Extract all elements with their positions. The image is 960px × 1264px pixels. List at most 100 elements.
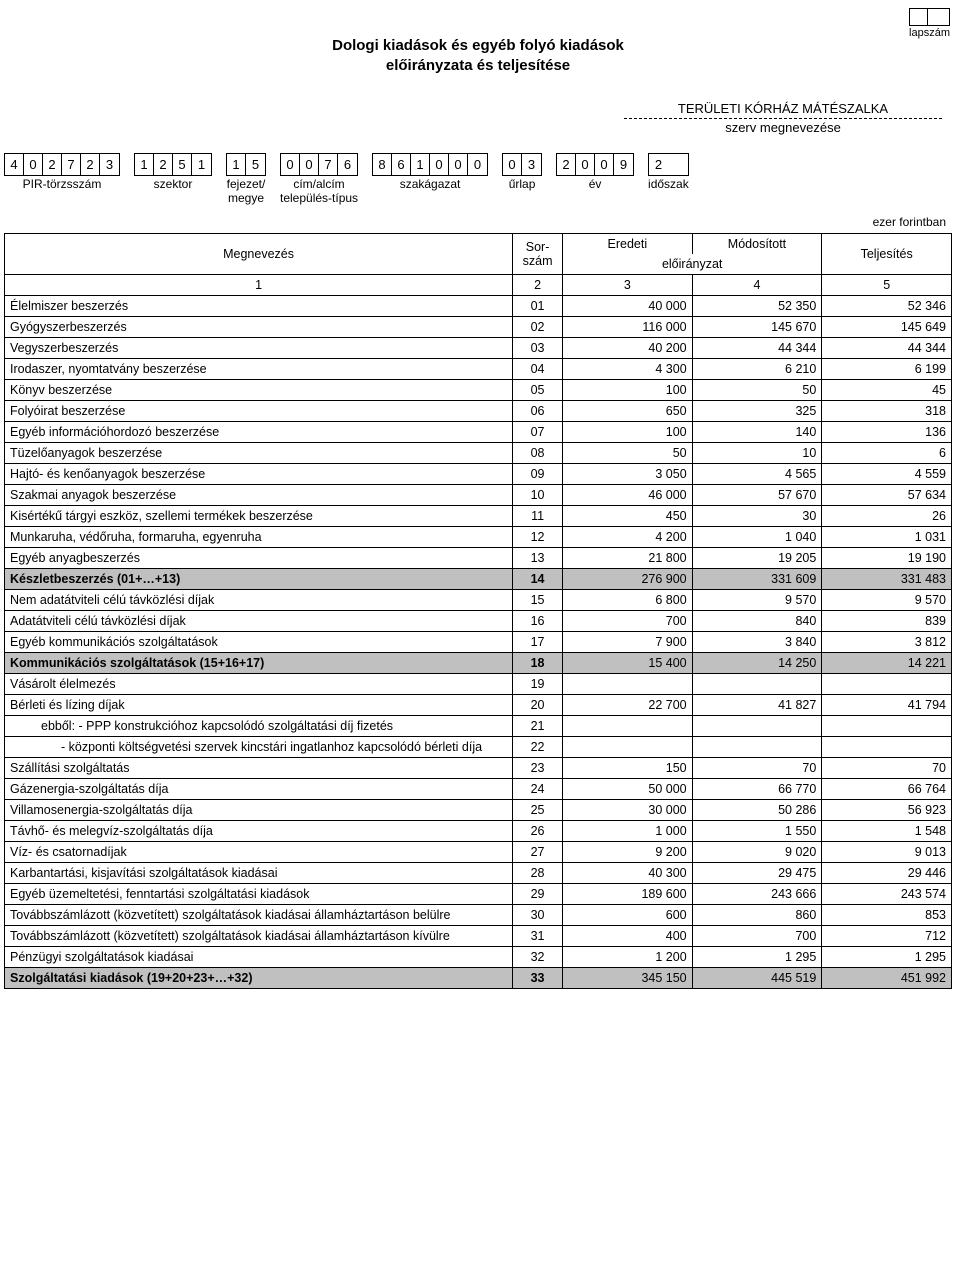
code-label: szakágazat [372, 177, 488, 191]
header-name: Megnevezés [5, 234, 513, 275]
table-row: Egyéb anyagbeszerzés1321 80019 20519 190 [5, 548, 952, 569]
code-group: 0076cím/alcímtelepülés-típus [280, 153, 358, 206]
row-eredeti: 50 000 [563, 779, 693, 800]
code-digit: 0 [281, 154, 300, 175]
row-eredeti: 150 [563, 758, 693, 779]
code-group: 2időszak [648, 153, 689, 191]
row-modositott [692, 737, 822, 758]
row-modositott: 41 827 [692, 695, 822, 716]
row-teljesites: 4 559 [822, 464, 952, 485]
row-number: 20 [513, 695, 563, 716]
row-eredeti: 40 000 [563, 296, 693, 317]
row-number: 24 [513, 779, 563, 800]
row-modositott: 3 840 [692, 632, 822, 653]
page-title: Dologi kiadások és egyéb folyó kiadások … [4, 36, 952, 77]
table-row: ebből: - PPP konstrukcióhoz kapcsolódó s… [5, 716, 952, 737]
code-digit: 2 [154, 154, 173, 175]
row-name: Továbbszámlázott (közvetített) szolgálta… [5, 905, 513, 926]
row-teljesites: 853 [822, 905, 952, 926]
row-teljesites: 243 574 [822, 884, 952, 905]
code-digit: 0 [595, 154, 614, 175]
row-name: Szakmai anyagok beszerzése [5, 485, 513, 506]
row-modositott: 57 670 [692, 485, 822, 506]
row-name: Élelmiszer beszerzés [5, 296, 513, 317]
row-name: Egyéb kommunikációs szolgáltatások [5, 632, 513, 653]
table-row: Készletbeszerzés (01+…+13)14276 900331 6… [5, 569, 952, 590]
row-eredeti [563, 716, 693, 737]
row-eredeti: 21 800 [563, 548, 693, 569]
row-modositott: 10 [692, 443, 822, 464]
code-digit: 1 [192, 154, 211, 175]
table-row: Hajtó- és kenőanyagok beszerzése093 0504… [5, 464, 952, 485]
row-eredeti: 4 200 [563, 527, 693, 548]
row-number: 03 [513, 338, 563, 359]
row-number: 19 [513, 674, 563, 695]
header-modositott: Módosított [692, 234, 822, 255]
code-digit: 8 [373, 154, 392, 175]
code-cells: 2009 [556, 153, 634, 176]
header-col-1: 1 [5, 275, 513, 296]
row-teljesites: 70 [822, 758, 952, 779]
row-number: 13 [513, 548, 563, 569]
table-row: - központi költségvetési szervek kincstá… [5, 737, 952, 758]
row-name: Szolgáltatási kiadások (19+20+23+…+32) [5, 968, 513, 989]
header-col-5: 5 [822, 275, 952, 296]
table-row: Könyv beszerzése051005045 [5, 380, 952, 401]
table-row: Továbbszámlázott (közvetített) szolgálta… [5, 926, 952, 947]
header-eredeti: Eredeti [563, 234, 693, 255]
row-teljesites: 712 [822, 926, 952, 947]
header-teljesites: Teljesítés [822, 234, 952, 275]
row-number: 29 [513, 884, 563, 905]
row-number: 04 [513, 359, 563, 380]
row-eredeti: 276 900 [563, 569, 693, 590]
table-row: Gázenergia-szolgáltatás díja2450 00066 7… [5, 779, 952, 800]
code-digit: 0 [468, 154, 487, 175]
row-modositott: 9 020 [692, 842, 822, 863]
row-modositott: 325 [692, 401, 822, 422]
header-col-2: 2 [513, 275, 563, 296]
row-name: Kommunikációs szolgáltatások (15+16+17) [5, 653, 513, 674]
row-eredeti: 9 200 [563, 842, 693, 863]
row-eredeti: 1 200 [563, 947, 693, 968]
row-name: Hajtó- és kenőanyagok beszerzése [5, 464, 513, 485]
code-digit: 0 [576, 154, 595, 175]
row-number: 25 [513, 800, 563, 821]
table-row: Villamosenergia-szolgáltatás díja2530 00… [5, 800, 952, 821]
table-row: Élelmiszer beszerzés0140 00052 35052 346 [5, 296, 952, 317]
row-eredeti [563, 737, 693, 758]
row-eredeti: 40 300 [563, 863, 693, 884]
row-number: 26 [513, 821, 563, 842]
row-teljesites: 6 199 [822, 359, 952, 380]
header-col-3: 3 [563, 275, 693, 296]
row-eredeti: 40 200 [563, 338, 693, 359]
page-number-box: lapszám [909, 8, 950, 39]
row-teljesites: 6 [822, 443, 952, 464]
code-cells: 0076 [280, 153, 358, 176]
code-digit: 1 [227, 154, 246, 175]
row-eredeti: 4 300 [563, 359, 693, 380]
organization-block: TERÜLETI KÓRHÁZ MÁTÉSZALKA szerv megneve… [624, 101, 942, 135]
row-name: Szállítási szolgáltatás [5, 758, 513, 779]
row-name: Kisértékű tárgyi eszköz, szellemi termék… [5, 506, 513, 527]
row-name: Bérleti és lízing díjak [5, 695, 513, 716]
row-modositott [692, 674, 822, 695]
main-table: Megnevezés Sor- szám Eredeti Módosított … [4, 233, 952, 989]
row-teljesites [822, 674, 952, 695]
row-eredeti: 400 [563, 926, 693, 947]
row-name: Továbbszámlázott (közvetített) szolgálta… [5, 926, 513, 947]
row-teljesites: 29 446 [822, 863, 952, 884]
row-number: 05 [513, 380, 563, 401]
row-eredeti: 450 [563, 506, 693, 527]
row-teljesites: 3 812 [822, 632, 952, 653]
row-modositott: 14 250 [692, 653, 822, 674]
code-group: 1251szektor [134, 153, 212, 191]
table-row: Vásárolt élelmezés19 [5, 674, 952, 695]
row-number: 08 [513, 443, 563, 464]
row-teljesites: 9 013 [822, 842, 952, 863]
row-name: Adatátviteli célú távközlési díjak [5, 611, 513, 632]
table-row: Egyéb információhordozó beszerzése071001… [5, 422, 952, 443]
code-label: év [556, 177, 634, 191]
code-group: 03űrlap [502, 153, 542, 191]
row-eredeti: 7 900 [563, 632, 693, 653]
row-number: 10 [513, 485, 563, 506]
